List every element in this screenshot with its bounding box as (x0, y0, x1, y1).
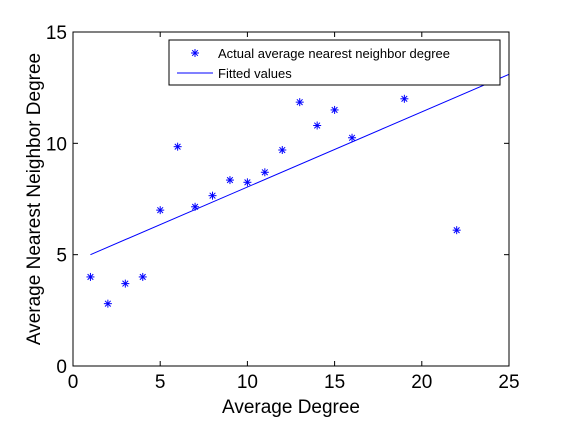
plot-frame (72, 31, 510, 367)
data-point (243, 178, 252, 187)
legend-box (168, 39, 501, 86)
data-point (86, 272, 95, 281)
x-tick-label: 15 (324, 372, 345, 393)
data-point (121, 279, 130, 288)
legend-label: Fitted values (218, 66, 292, 81)
x-tick-label: 5 (155, 372, 166, 393)
y-axis-label: Average Nearest Neighbor Degree (24, 53, 45, 345)
x-tick-label: 10 (237, 372, 258, 393)
fitted-values-line (90, 73, 509, 256)
data-point (260, 168, 269, 177)
data-point (400, 94, 409, 103)
data-point (295, 98, 304, 107)
data-point (208, 191, 217, 200)
legend-label: Actual average nearest neighbor degree (218, 46, 450, 61)
y-tick-label: 5 (56, 246, 67, 267)
legend-marker-swatch (191, 49, 199, 57)
x-tick-label: 25 (498, 372, 519, 393)
data-point (313, 121, 322, 130)
data-point (103, 299, 112, 308)
y-tick-label: 10 (46, 134, 67, 155)
data-point (330, 105, 339, 114)
data-point (452, 226, 461, 235)
data-point (173, 142, 182, 151)
y-tick-label: 0 (56, 357, 67, 378)
data-point (225, 176, 234, 185)
x-tick-label: 20 (411, 372, 432, 393)
data-point (156, 206, 165, 215)
y-tick-label: 15 (46, 23, 67, 44)
data-point (138, 272, 147, 281)
x-axis-label: Average Degree (222, 397, 360, 418)
data-point (278, 146, 287, 155)
legend: Actual average nearest neighbor degree Fi… (168, 39, 501, 86)
data-point (348, 133, 357, 142)
data-marks (86, 73, 509, 308)
x-tick-label: 0 (68, 372, 79, 393)
